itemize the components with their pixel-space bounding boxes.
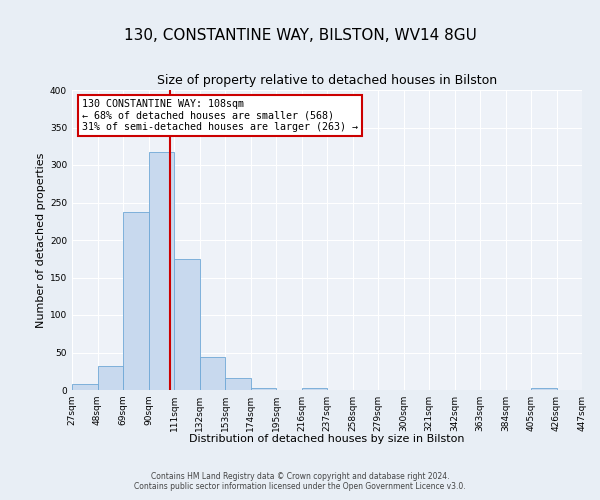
- Text: Contains HM Land Registry data © Crown copyright and database right 2024.: Contains HM Land Registry data © Crown c…: [151, 472, 449, 481]
- Bar: [251, 388, 276, 390]
- Bar: [72, 384, 97, 390]
- Text: 130, CONSTANTINE WAY, BILSTON, WV14 8GU: 130, CONSTANTINE WAY, BILSTON, WV14 8GU: [124, 28, 476, 42]
- Bar: [97, 366, 123, 390]
- Text: Contains public sector information licensed under the Open Government Licence v3: Contains public sector information licen…: [134, 482, 466, 491]
- Bar: [302, 388, 327, 390]
- Bar: [225, 378, 251, 390]
- Bar: [582, 388, 600, 390]
- X-axis label: Distribution of detached houses by size in Bilston: Distribution of detached houses by size …: [189, 434, 465, 444]
- Bar: [199, 357, 225, 390]
- Bar: [123, 212, 149, 390]
- Bar: [174, 259, 199, 390]
- Bar: [531, 388, 557, 390]
- Bar: [149, 152, 174, 390]
- Y-axis label: Number of detached properties: Number of detached properties: [36, 152, 46, 328]
- Title: Size of property relative to detached houses in Bilston: Size of property relative to detached ho…: [157, 74, 497, 88]
- Text: 130 CONSTANTINE WAY: 108sqm
← 68% of detached houses are smaller (568)
31% of se: 130 CONSTANTINE WAY: 108sqm ← 68% of det…: [82, 99, 358, 132]
